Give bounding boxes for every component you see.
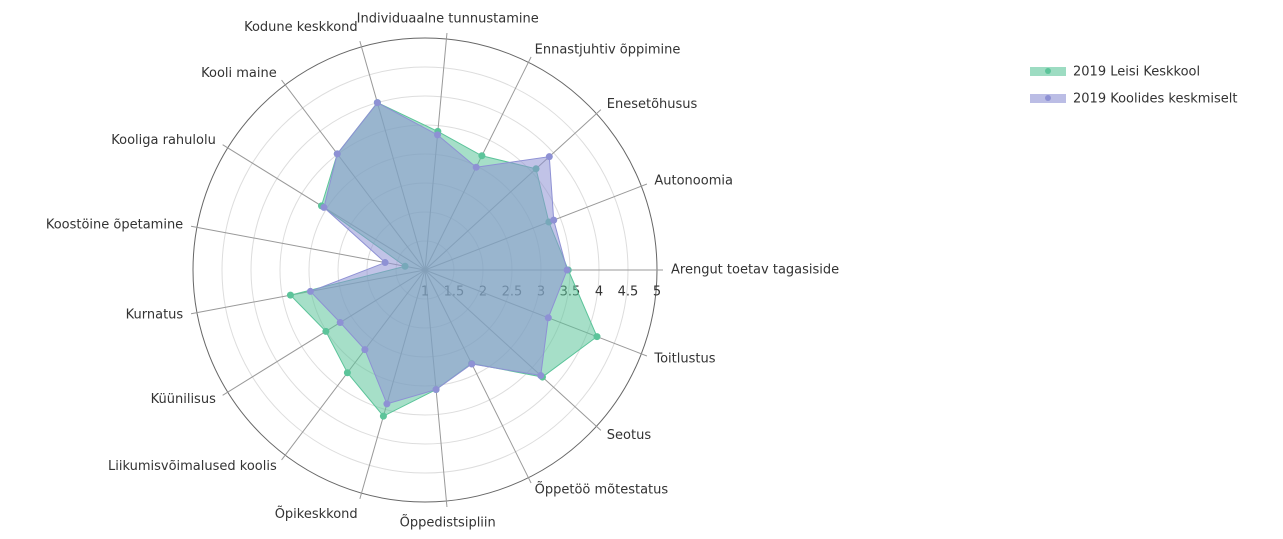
axis-label: Autonoomia [654, 174, 733, 189]
axis-label: Arengut toetav tagasiside [671, 263, 839, 278]
point [432, 386, 440, 394]
legend-label: 2019 Koolides keskmiselt [1073, 92, 1238, 107]
legend-marker [1045, 95, 1051, 101]
axis-label: Õppetöö mõtestatus [535, 482, 669, 498]
point [306, 287, 314, 295]
axis-label: Küünilisus [151, 392, 216, 407]
axis-label: Enesetõhusus [607, 97, 698, 112]
tick-label: 4.5 [618, 285, 639, 300]
axis-label: Õpikeskkond [275, 506, 358, 522]
point [286, 291, 294, 299]
axis-label: Koostöine õpetamine [46, 217, 183, 232]
point [322, 327, 330, 335]
point [544, 314, 552, 322]
point [381, 259, 389, 267]
point [383, 400, 391, 408]
point [373, 99, 381, 107]
point [563, 266, 571, 274]
point [320, 203, 328, 211]
axis-label: Kurnatus [126, 308, 184, 323]
axis-label: Kodune keskkond [244, 20, 358, 35]
axis-label: Liikumisvõimalused koolis [108, 459, 277, 474]
point [336, 319, 344, 327]
point [537, 372, 545, 380]
point [550, 216, 558, 224]
tick-label: 5 [653, 285, 661, 300]
axis-label: Toitlustus [653, 351, 715, 366]
legend-label: 2019 Leisi Keskkool [1073, 65, 1200, 80]
point [333, 150, 341, 158]
axis-label: Kooli maine [201, 66, 277, 81]
axis-label: Seotus [607, 428, 652, 443]
point [593, 333, 601, 341]
axis-label: Individuaalne tunnustamine [357, 12, 539, 27]
legend-marker [1045, 68, 1051, 74]
axis-label: Ennastjuhtiv õppimine [535, 42, 681, 57]
axis-label: Kooliga rahulolu [111, 133, 216, 148]
axis-label: Õppedistsipliin [400, 514, 496, 530]
point [545, 153, 553, 161]
point [343, 369, 351, 377]
tick-label: 4 [595, 285, 603, 300]
point [472, 163, 480, 171]
point [468, 360, 476, 368]
point [379, 412, 387, 420]
point [478, 152, 486, 160]
point [434, 131, 442, 139]
series-area [309, 102, 568, 405]
point [361, 346, 369, 354]
